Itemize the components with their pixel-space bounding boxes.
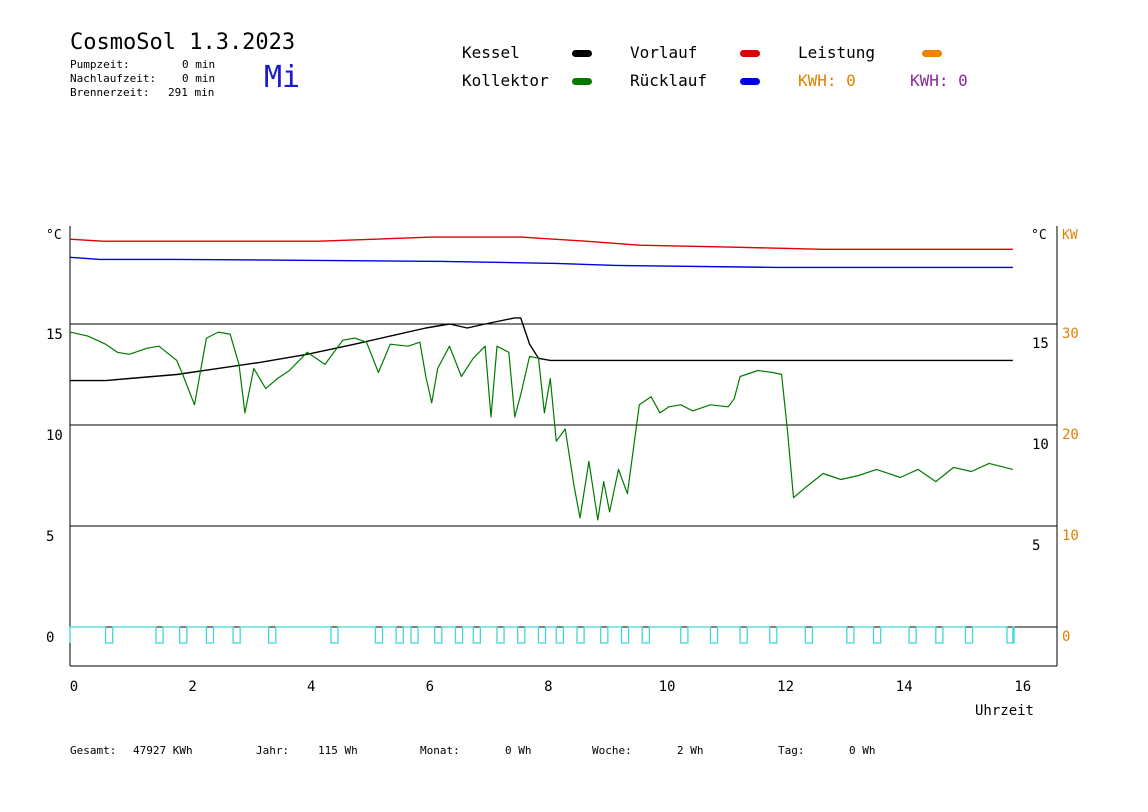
y-right-tick-15: 15 (1032, 336, 1049, 352)
legend-vorlauf-label: Vorlauf (630, 43, 698, 62)
legend-kwh1: KWH: 0 (798, 71, 856, 90)
y-kw-tick-20: 20 (1062, 427, 1079, 443)
series-vorlauf (69, 236, 1013, 251)
stat-value-pumpzeit: 0 min (182, 58, 216, 71)
series-layer (69, 236, 1015, 644)
y-kw-tick-30: 30 (1062, 326, 1079, 342)
x-tick-0: 0 (70, 679, 78, 695)
footer-tag-value: 0 Wh (849, 744, 876, 757)
legend-kollektor-label: Kollektor (462, 71, 549, 90)
stat-value-nachlaufzeit: 0 min (182, 72, 216, 85)
x-tick-16: 16 (1014, 679, 1031, 695)
x-tick-14: 14 (896, 679, 913, 695)
y-left-tick-15: 15 (46, 327, 63, 343)
stat-label-pumpzeit: Pumpzeit: (70, 58, 130, 71)
x-axis-label: Uhrzeit (975, 703, 1034, 719)
legend-kessel-swatch (572, 50, 592, 57)
stat-value-brennerzeit: 291 min (168, 86, 215, 99)
y-left-tick-0: 0 (46, 630, 54, 646)
stat-label-nachlaufzeit: Nachlaufzeit: (70, 72, 157, 85)
footer-woche-value: 2 Wh (677, 744, 704, 757)
legend-ruecklauf-label: Rücklauf (630, 71, 708, 90)
y-kw-tick-10: 10 (1062, 528, 1079, 544)
y-left-tick-10: 10 (46, 428, 63, 444)
series-kollektor (69, 331, 1014, 521)
series-leistung (69, 626, 1015, 644)
legend-ruecklauf-swatch (740, 78, 760, 85)
x-tick-12: 12 (777, 679, 794, 695)
footer-gesamt-value: 47927 KWh (133, 744, 193, 757)
legend-vorlauf-swatch (740, 50, 760, 57)
legend-kessel-label: Kessel (462, 43, 520, 62)
series-rcklauf (69, 256, 1013, 269)
x-tick-10: 10 (659, 679, 676, 695)
y-left-tick-5: 5 (46, 529, 54, 545)
y-left-unit: °C (46, 228, 62, 243)
footer-gesamt-label: Gesamt: (70, 744, 117, 757)
footer-jahr-value: 115 Wh (318, 744, 358, 757)
label-layer: 0 2 4 6 8 10 12 14 16 Uhrzeit 0 5 10 15 5 10 15 0 10 20 30 °C… (46, 228, 1079, 719)
x-tick-8: 8 (544, 679, 552, 695)
y-kw-unit: KW (1062, 228, 1078, 243)
footer-monat-label: Monat: (420, 744, 460, 757)
y-right-tick-5: 5 (1032, 538, 1040, 554)
footer-monat-value: 0 Wh (505, 744, 532, 757)
series-kessel (70, 317, 1013, 382)
axis-layer (69, 226, 1058, 667)
grid-layer (70, 323, 1057, 628)
footer-tag-label: Tag: (778, 744, 805, 757)
x-tick-2: 2 (188, 679, 196, 695)
legend-kollektor-swatch (572, 78, 592, 85)
legend-leistung-label: Leistung (798, 43, 876, 62)
app-title: CosmoSol 1.3.2023 (70, 30, 296, 55)
legend-leistung-swatch (922, 50, 942, 57)
y-right-tick-10: 10 (1032, 437, 1049, 453)
weekday-label: Mi (264, 60, 301, 95)
footer-woche-label: Woche: (592, 744, 632, 757)
legend-kwh2: KWH: 0 (910, 71, 968, 90)
y-right-unit: °C (1031, 228, 1047, 243)
x-tick-4: 4 (307, 679, 315, 695)
footer-jahr-label: Jahr: (256, 744, 290, 757)
stat-label-brennerzeit: Brennerzeit: (70, 86, 150, 99)
x-tick-6: 6 (426, 679, 434, 695)
y-kw-tick-0: 0 (1062, 629, 1070, 645)
